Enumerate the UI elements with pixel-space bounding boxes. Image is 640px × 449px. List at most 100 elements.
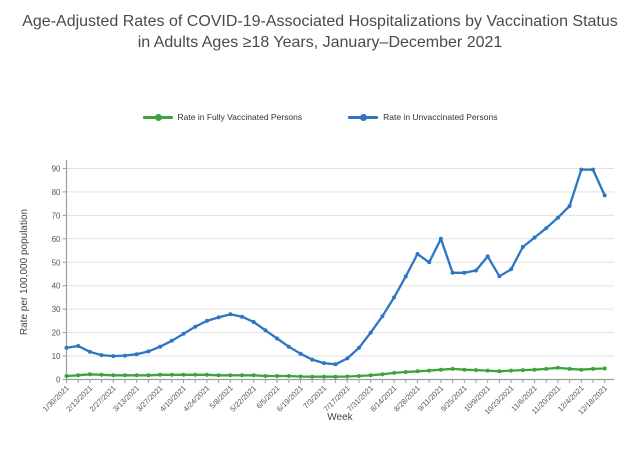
data-point-marker: [263, 328, 268, 333]
data-point-marker: [532, 367, 537, 372]
data-point-marker: [474, 368, 478, 373]
chart-title: Age-Adjusted Rates of COVID-19-Associate…: [22, 13, 618, 52]
data-point-marker: [240, 314, 244, 319]
data-point-marker: [251, 320, 256, 324]
data-point-marker: [602, 366, 607, 371]
data-point-marker: [204, 372, 209, 377]
data-point-marker: [438, 236, 443, 241]
data-point-marker: [602, 193, 607, 198]
data-point-marker: [275, 336, 280, 341]
data-point-marker: [87, 372, 92, 377]
data-point-marker: [380, 314, 385, 319]
data-point-marker: [485, 254, 490, 259]
data-point-marker: [134, 352, 139, 357]
y-tick-label: 80: [52, 188, 61, 197]
legend-label-fully-vaccinated: Rate in Fully Vaccinated Persons: [177, 112, 303, 122]
data-point-marker: [567, 204, 572, 208]
data-point-marker: [216, 315, 221, 320]
data-point-marker: [427, 368, 432, 373]
data-point-marker: [99, 372, 104, 377]
data-point-marker: [275, 374, 280, 378]
data-point-marker: [321, 361, 326, 366]
data-point-marker: [497, 369, 502, 374]
legend-item-fully-vaccinated[interactable]: Rate in Fully Vaccinated Persons: [142, 112, 303, 122]
data-point-marker: [544, 366, 549, 371]
data-point-marker: [251, 373, 256, 378]
data-point-marker: [146, 373, 151, 378]
legend-line-marker-blue: [348, 113, 379, 121]
data-point-marker: [76, 373, 81, 378]
data-point-marker: [403, 274, 408, 279]
data-point-marker: [567, 366, 572, 371]
y-tick-label: 50: [52, 258, 61, 267]
data-point-marker: [146, 349, 151, 354]
data-point-marker: [169, 338, 174, 343]
data-point-marker: [357, 374, 361, 378]
data-point-marker: [462, 270, 467, 275]
data-point-marker: [216, 373, 221, 378]
y-axis-title: Rate per 100,000 population: [19, 209, 30, 335]
y-tick-label: 60: [52, 235, 61, 244]
data-point-marker: [497, 274, 502, 279]
axes: 01020304050607080901/30/20212/13/20212/2…: [41, 160, 614, 416]
data-point-marker: [368, 330, 373, 335]
y-tick-label: 20: [52, 329, 61, 338]
data-point-marker: [357, 345, 361, 350]
legend-label-unvaccinated: Rate in Unvaccinated Persons: [383, 112, 498, 122]
data-point-marker: [544, 226, 549, 231]
data-point-marker: [345, 374, 350, 379]
data-point-marker: [240, 373, 244, 378]
data-point-marker: [263, 374, 268, 378]
data-point-marker: [427, 260, 432, 265]
data-point-marker: [438, 367, 443, 372]
data-point-marker: [87, 349, 92, 354]
data-point-marker: [123, 373, 127, 378]
data-point-marker: [509, 368, 514, 373]
data-point-marker: [532, 235, 537, 240]
data-point-marker: [450, 270, 455, 275]
data-point-marker: [392, 295, 397, 300]
data-point-marker: [591, 167, 595, 172]
y-tick-label: 90: [52, 164, 61, 173]
y-tick-label: 0: [56, 376, 61, 385]
data-point-marker: [579, 167, 584, 172]
data-point-marker: [286, 344, 291, 349]
series-fully-vaccinated: [64, 365, 607, 379]
data-point-marker: [462, 367, 467, 372]
data-point-marker: [415, 252, 420, 256]
data-point-marker: [485, 368, 490, 373]
data-point-marker: [228, 312, 233, 317]
data-point-marker: [193, 372, 198, 377]
data-point-marker: [591, 366, 595, 371]
series-line: [65, 168, 606, 366]
data-point-marker: [321, 374, 326, 379]
data-point-marker: [333, 374, 338, 379]
data-point-marker: [520, 245, 525, 249]
y-tick-label: 40: [52, 282, 61, 291]
data-point-marker: [298, 374, 303, 379]
data-point-marker: [474, 268, 478, 273]
data-point-marker: [310, 357, 315, 362]
data-point-marker: [134, 373, 139, 378]
y-tick-label: 10: [52, 352, 61, 361]
y-tick-label: 30: [52, 305, 61, 314]
data-point-marker: [111, 373, 116, 378]
series-unvaccinated: [64, 167, 607, 367]
legend-item-unvaccinated[interactable]: Rate in Unvaccinated Persons: [348, 112, 497, 122]
data-point-marker: [333, 362, 338, 367]
data-point-marker: [99, 353, 104, 358]
data-point-marker: [310, 374, 315, 379]
data-point-marker: [555, 215, 560, 220]
data-point-marker: [228, 373, 233, 378]
data-point-marker: [579, 367, 584, 372]
data-series: [64, 167, 607, 379]
chart-legend: Rate in Fully Vaccinated Persons Rate in…: [0, 112, 640, 122]
data-point-marker: [380, 372, 385, 377]
data-point-marker: [415, 369, 420, 374]
data-point-marker: [111, 354, 116, 359]
data-point-marker: [403, 370, 408, 374]
data-point-marker: [158, 344, 163, 349]
data-point-marker: [509, 267, 514, 272]
data-point-marker: [555, 365, 560, 370]
